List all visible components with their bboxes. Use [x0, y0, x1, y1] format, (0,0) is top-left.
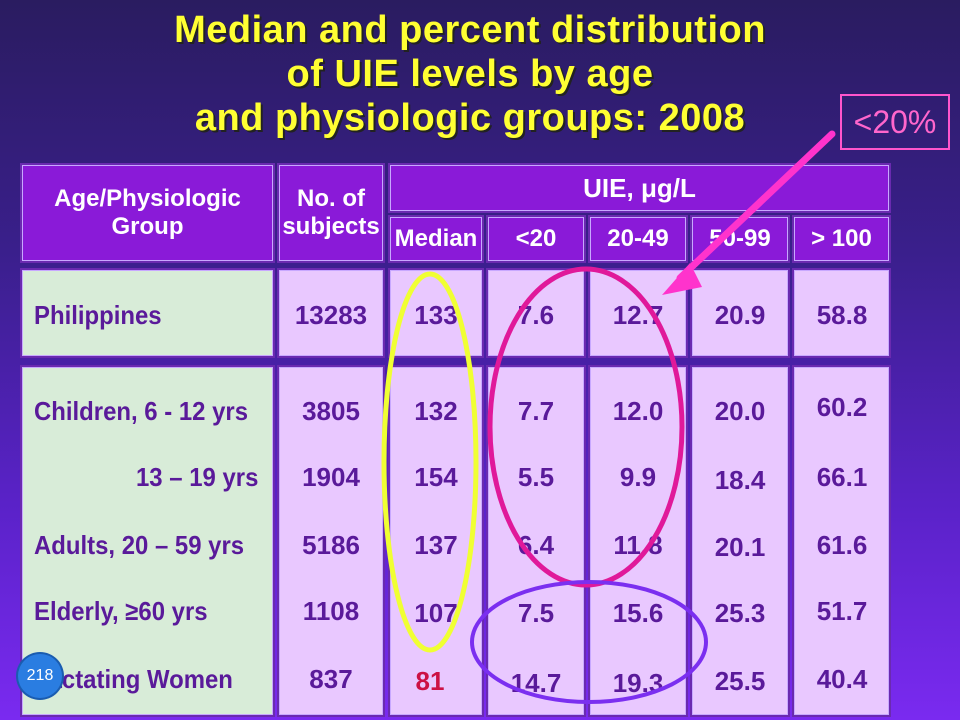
title-line-3: and physiologic groups: 2008	[194, 97, 746, 139]
row-20-49-value: 11.8	[613, 530, 663, 560]
row-lt20-value: 7.6	[517, 300, 555, 330]
row-20-49-value: 12.0	[612, 396, 664, 426]
header-group: Age/Physiologic Group	[20, 163, 275, 263]
row-20-49-value: 12.7	[612, 300, 664, 330]
header-20-49-label: 20-49	[607, 225, 669, 252]
row-50-99-value: 20.9	[714, 300, 766, 330]
row-median-value: 81	[415, 666, 445, 696]
header-50-99: 50-99	[690, 215, 790, 263]
header-20-49: 20-49	[588, 215, 688, 263]
title-line-2: of UIE levels by age	[286, 53, 654, 95]
row-50-99-value: 20.1	[714, 532, 766, 562]
row-50-99-value: 25.3	[714, 598, 766, 628]
row-20-49-value: 9.9	[619, 462, 657, 492]
row-median-value: 133	[414, 300, 458, 330]
row-lt20-value: 5.5	[517, 462, 555, 492]
row-subjects-value: 3805	[302, 396, 360, 426]
row-ge100-value: 61.6	[816, 530, 868, 560]
header-group-label: Age/Physiologic Group	[54, 185, 241, 240]
row-20-49-value: 15.6	[612, 598, 664, 628]
philippines-ge100-cell	[792, 268, 891, 358]
header-ge100: > 100	[792, 215, 891, 263]
header-subjects: No. of subjects	[277, 163, 385, 263]
philippines-subjects-cell	[277, 268, 385, 358]
philippines-group-cell	[20, 268, 275, 358]
row-lt20-value: 14.7	[510, 668, 562, 698]
header-median: Median	[388, 215, 484, 263]
row-subjects-value: 13283	[294, 300, 368, 330]
header-lt20: <20	[486, 215, 586, 263]
row-median-value: 137	[414, 530, 458, 560]
row-median-value: 154	[414, 462, 458, 492]
header-median-label: Median	[394, 225, 478, 252]
row-ge100-value: 40.4	[816, 664, 868, 694]
row-subjects-value: 1904	[302, 462, 360, 492]
row-group-label: Elderly, ≥60 yrs	[34, 596, 208, 626]
row-group-label: Philippines	[34, 300, 162, 330]
row-median-value: 132	[414, 396, 458, 426]
header-lt20-label: <20	[515, 225, 557, 252]
row-lt20-value: 6.4	[517, 530, 555, 560]
row-lt20-value: 7.7	[517, 396, 555, 426]
row-median-value: 107	[414, 598, 458, 628]
row-50-99-value: 18.4	[714, 465, 766, 495]
header-uie-label: UIE, μg/L	[583, 172, 696, 203]
row-subjects-value: 837	[309, 664, 353, 694]
page-number-badge: 218	[18, 654, 62, 698]
callout-box: <20%	[840, 94, 950, 150]
header-ge100-label: > 100	[811, 225, 872, 252]
header-uie: UIE, μg/L	[388, 163, 891, 213]
subgroups-subjects-cell	[277, 365, 385, 717]
header-subjects-label: No. of subjects	[282, 185, 380, 240]
row-ge100-value: 51.7	[816, 596, 868, 626]
row-ge100-value: 58.8	[816, 300, 868, 330]
row-50-99-value: 25.5	[714, 666, 766, 696]
row-subjects-value: 5186	[302, 530, 360, 560]
row-group-label: Children, 6 - 12 yrs	[34, 396, 249, 426]
row-20-49-value: 19.3	[612, 668, 664, 698]
row-group-label: Lactating Women	[34, 664, 233, 694]
row-ge100-value: 60.2	[816, 392, 868, 422]
row-ge100-value: 66.1	[816, 462, 868, 492]
subgroups-ge100-cell	[792, 365, 891, 717]
title-line-1: Median and percent distribution	[174, 9, 766, 51]
row-50-99-value: 20.0	[714, 396, 766, 426]
row-lt20-value: 7.5	[517, 598, 555, 628]
row-group-label: Adults, 20 – 59 yrs	[34, 530, 245, 560]
row-group-label: 13 – 19 yrs	[136, 462, 259, 492]
slide-title: Median and percent distribution of UIE l…	[110, 8, 830, 140]
header-50-99-label: 50-99	[709, 225, 771, 252]
row-subjects-value: 1108	[302, 596, 360, 626]
subgroups-group-cell	[20, 365, 275, 717]
